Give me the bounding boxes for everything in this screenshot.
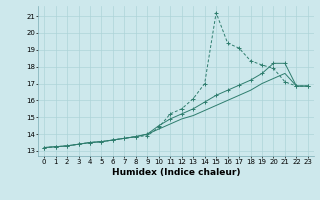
X-axis label: Humidex (Indice chaleur): Humidex (Indice chaleur) <box>112 168 240 177</box>
